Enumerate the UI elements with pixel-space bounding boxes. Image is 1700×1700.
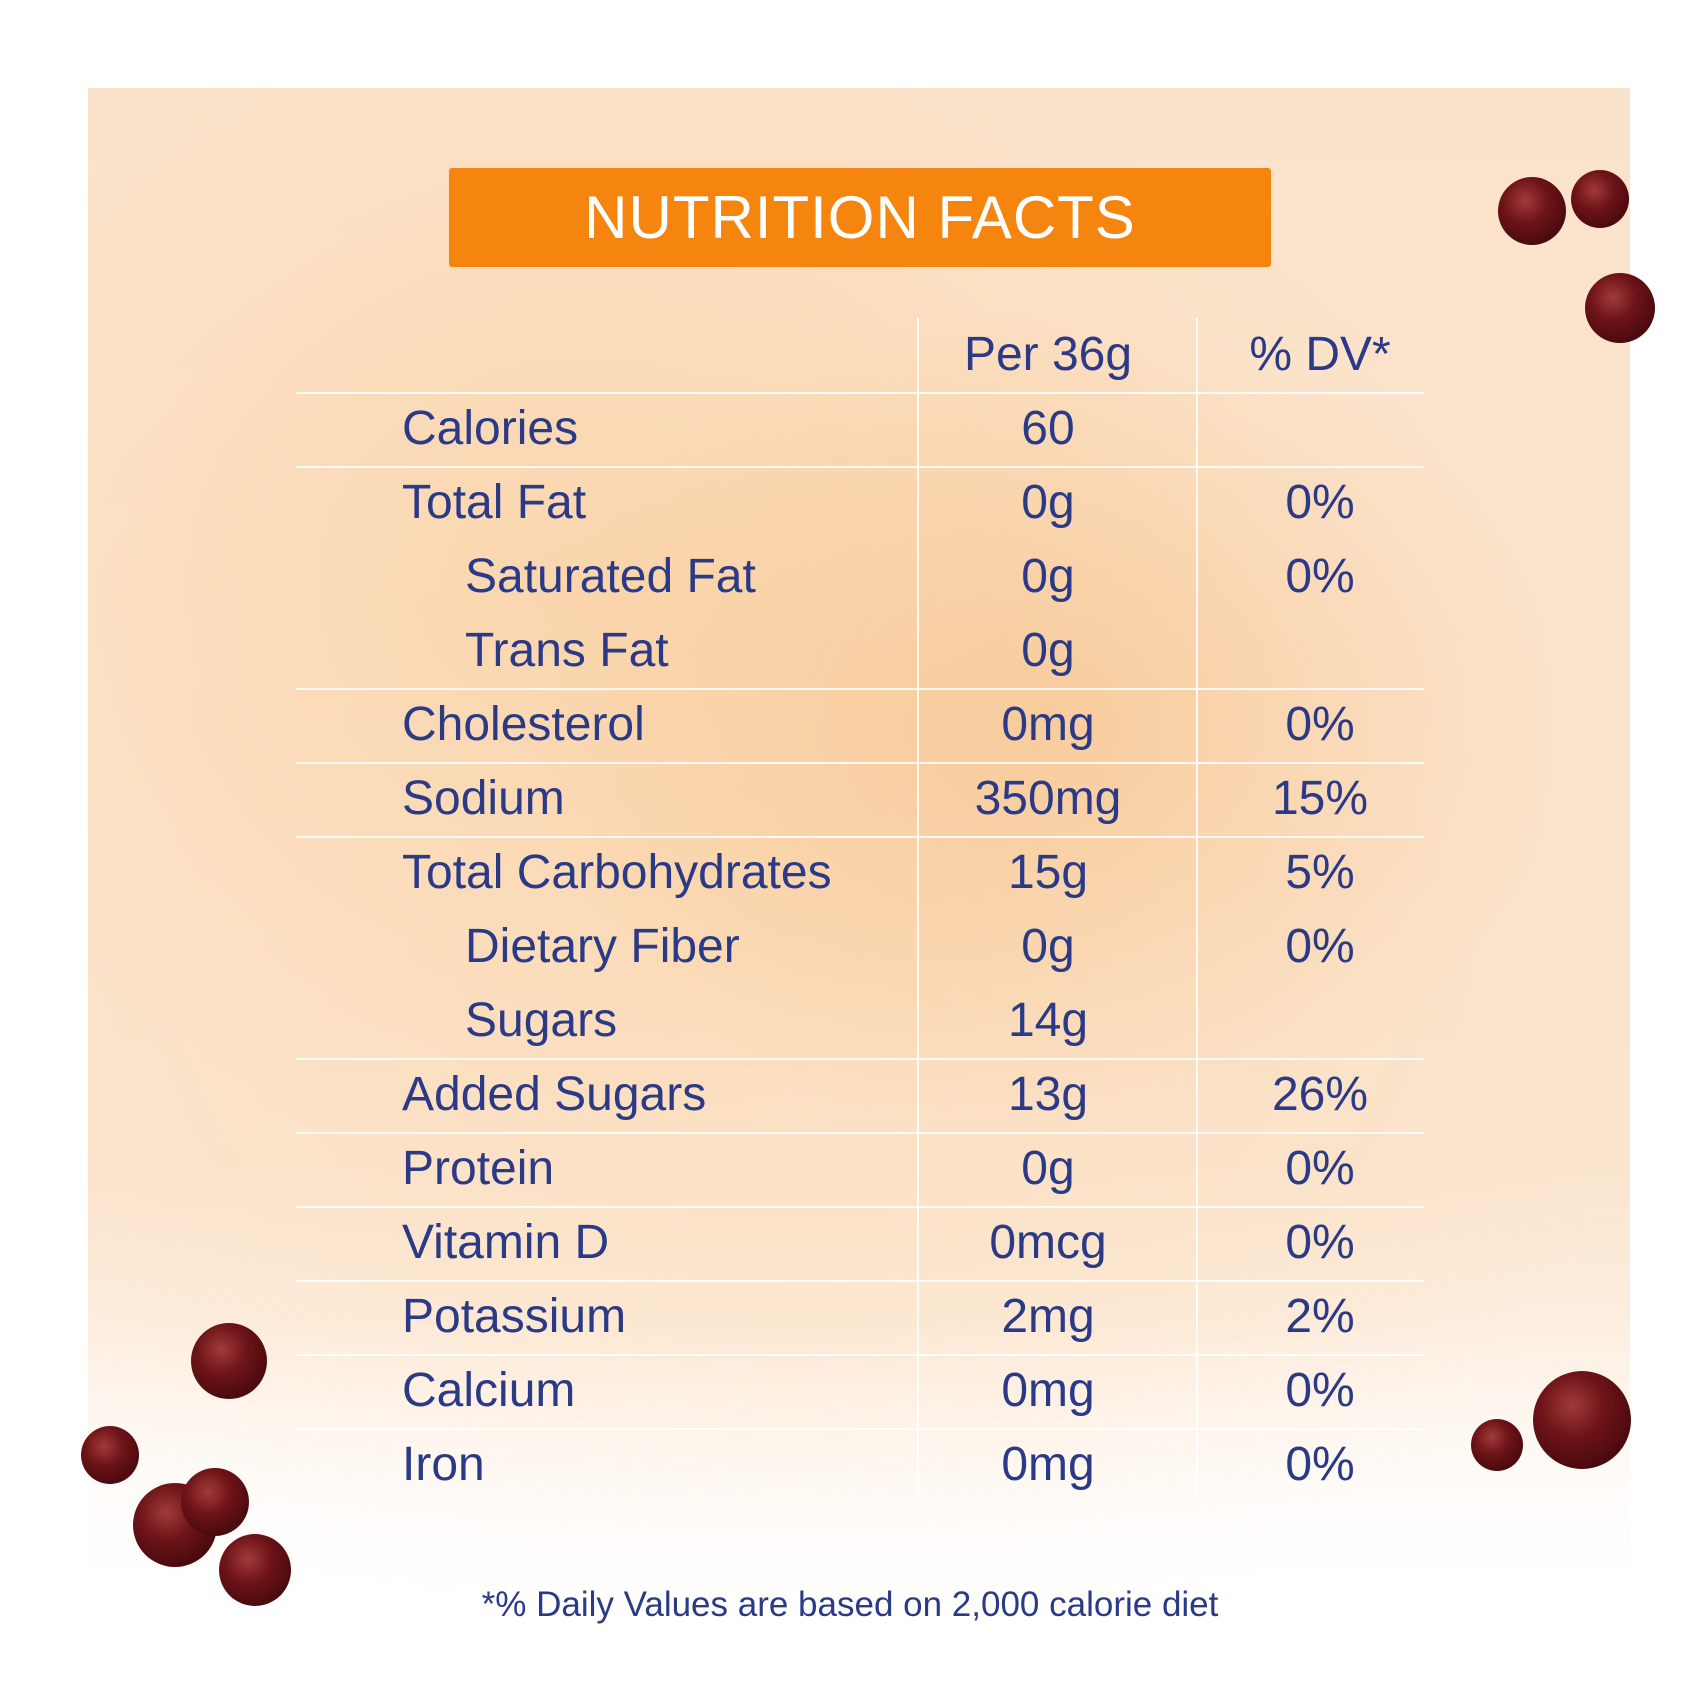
nutrient-name: Vitamin D [402, 1216, 610, 1269]
column-header: % DV* [1249, 328, 1391, 381]
daily-value: 0% [1285, 698, 1355, 751]
title: NUTRITION FACTS [584, 184, 1136, 251]
daily-value: 0% [1285, 476, 1355, 529]
amount: 0mg [1001, 1438, 1095, 1491]
daily-value: 0% [1285, 550, 1355, 603]
row-divider [296, 1206, 1424, 1208]
nutrient-name: Added Sugars [402, 1068, 707, 1121]
daily-value: 0% [1285, 1364, 1355, 1417]
row-divider [296, 392, 1424, 394]
row-divider [296, 688, 1424, 690]
footnote: *% Daily Values are based on 2,000 calor… [481, 1585, 1219, 1624]
amount: 0g [1021, 624, 1075, 677]
amount: 0g [1021, 1142, 1075, 1195]
nutrient-name: Sodium [402, 772, 565, 825]
nutrient-name: Iron [402, 1438, 485, 1491]
nutrient-name: Calories [402, 402, 579, 455]
amount: 0g [1021, 476, 1075, 529]
daily-value: 5% [1285, 846, 1355, 899]
amount: 0g [1021, 920, 1075, 973]
nutrient-name: Total Fat [402, 476, 587, 529]
nutrient-name: Cholesterol [402, 698, 645, 751]
amount: 0mcg [989, 1216, 1107, 1269]
title-bar: NUTRITION FACTS [449, 168, 1271, 267]
row-divider [296, 1428, 1424, 1430]
amount: 0mg [1001, 1364, 1095, 1417]
row-divider [296, 1280, 1424, 1282]
column-divider [1196, 318, 1198, 1502]
daily-value: 0% [1285, 1438, 1355, 1491]
amount: 350mg [974, 772, 1122, 825]
nutrient-name: Trans Fat [465, 624, 669, 677]
row-divider [296, 1058, 1424, 1060]
amount: 13g [1007, 1068, 1089, 1121]
column-divider [917, 318, 919, 1502]
nutrient-name: Potassium [402, 1290, 627, 1343]
nutrient-name: Protein [402, 1142, 555, 1195]
daily-value: 15% [1271, 772, 1369, 825]
amount: 0g [1021, 550, 1075, 603]
row-divider [296, 1132, 1424, 1134]
row-divider [296, 762, 1424, 764]
nutrient-name: Dietary Fiber [465, 920, 740, 973]
amount: 0mg [1001, 698, 1095, 751]
nutrient-name: Calcium [402, 1364, 576, 1417]
daily-value: 2% [1285, 1290, 1355, 1343]
nutrient-name: Sugars [465, 994, 618, 1047]
nutrient-name: Saturated Fat [465, 550, 756, 603]
daily-value: 26% [1271, 1068, 1369, 1121]
berries [81, 170, 1655, 1606]
nutrient-name: Total Carbohydrates [402, 846, 832, 899]
amount: 14g [1007, 994, 1089, 1047]
background [88, 88, 1630, 1630]
daily-value: 0% [1285, 1142, 1355, 1195]
row-divider [296, 836, 1424, 838]
amount: 2mg [1001, 1290, 1095, 1343]
row-divider [296, 466, 1424, 468]
daily-value: 0% [1285, 1216, 1355, 1269]
amount: 60 [1021, 402, 1075, 455]
row-divider [296, 1354, 1424, 1356]
column-header: Per 36g [963, 328, 1133, 381]
daily-value: 0% [1285, 920, 1355, 973]
amount: 15g [1007, 846, 1089, 899]
